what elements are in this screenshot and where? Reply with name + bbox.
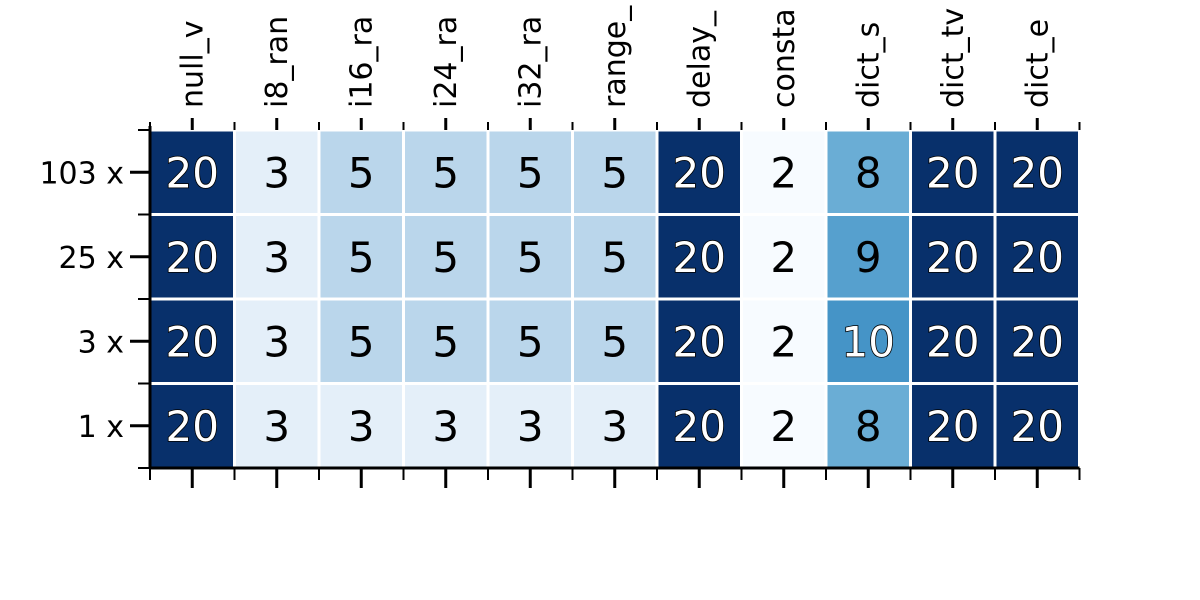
heatmap-cell	[993, 213, 1081, 301]
heatmap-cell	[148, 213, 236, 301]
heatmap-cell	[824, 297, 912, 385]
row-tick-label: 103 x	[39, 156, 124, 191]
cell-value-label: 2	[770, 402, 797, 451]
heatmap-axes	[130, 118, 1081, 488]
heatmap-cell	[148, 297, 236, 385]
cell-value-label: 3	[348, 402, 375, 451]
cell-value-label: 20	[166, 233, 219, 282]
heatmap-cells	[148, 128, 1081, 470]
heatmap-cell	[909, 128, 997, 216]
cell-value-label: 2	[770, 148, 797, 197]
heatmap-cell	[317, 213, 405, 301]
cell-value-label: 8	[855, 148, 882, 197]
cell-value-label: 5	[432, 148, 459, 197]
cell-value-label: 5	[432, 233, 459, 282]
column-tick-label: dict_e	[1020, 19, 1055, 108]
cell-value-label: 20	[673, 402, 726, 451]
cell-value-label: 5	[601, 317, 628, 366]
heatmap-cell	[740, 128, 828, 216]
cell-value-label: 3	[263, 402, 290, 451]
column-tick-label: dict_s	[851, 22, 886, 108]
cell-value-label: 2	[770, 317, 797, 366]
cell-value-label: 3	[263, 233, 290, 282]
cell-value-label: 5	[348, 148, 375, 197]
heatmap-cell	[402, 382, 490, 470]
cell-value-label: 5	[601, 233, 628, 282]
cell-value-label: 3	[601, 402, 628, 451]
cell-value-label: 20	[673, 148, 726, 197]
cell-value-label: 5	[348, 233, 375, 282]
row-tick-label: 3 x	[78, 325, 124, 360]
cell-value-label: 20	[166, 317, 219, 366]
column-tick-label: i32_ra	[513, 16, 548, 108]
cell-value-label: 8	[855, 402, 882, 451]
heatmap-cell	[909, 213, 997, 301]
heatmap-cell	[740, 213, 828, 301]
cell-value-label: 20	[1011, 402, 1064, 451]
heatmap-cell	[486, 297, 574, 385]
column-tick-label: range_	[598, 5, 633, 108]
cell-value-label: 20	[926, 317, 979, 366]
cell-value-label: 9	[855, 233, 882, 282]
cell-value-label: 20	[926, 148, 979, 197]
column-tick-label: i8_ran	[260, 16, 295, 108]
cell-value-label: 20	[166, 402, 219, 451]
cell-value-label: 20	[1011, 148, 1064, 197]
heatmap-cell	[993, 297, 1081, 385]
cell-value-label: 5	[517, 233, 544, 282]
cell-value-label: 20	[166, 148, 219, 197]
cell-value-label: 20	[1011, 317, 1064, 366]
heatmap-cell	[824, 382, 912, 470]
row-tick-label: 25 x	[59, 241, 124, 276]
cell-value-label: 2	[770, 233, 797, 282]
heatmap-cell	[571, 128, 659, 216]
heatmap-cell	[824, 213, 912, 301]
heatmap-cell	[317, 382, 405, 470]
cell-value-label: 10	[842, 317, 895, 366]
cell-value-label: 20	[673, 317, 726, 366]
cell-value-label: 3	[263, 148, 290, 197]
cell-value-label: 5	[348, 317, 375, 366]
column-tick-label: dict_tv	[936, 8, 971, 108]
cell-value-label: 5	[517, 317, 544, 366]
cell-value-label: 3	[517, 402, 544, 451]
cell-value-label: 20	[926, 233, 979, 282]
cell-value-label: 3	[432, 402, 459, 451]
heatmap-cell	[486, 213, 574, 301]
cell-value-label: 5	[601, 148, 628, 197]
cell-value-label: 20	[926, 402, 979, 451]
column-tick-label: consta	[767, 8, 802, 108]
heatmap-labels: 20 3 5 5 5 5 20 2 8 20 20 20 3 5 5 5 5 20 2 9 20 20 20 3 5 5 5 5 20 2…	[39, 5, 1064, 452]
column-tick-label: i16_ra	[344, 16, 379, 108]
cell-value-label: 20	[1011, 233, 1064, 282]
row-tick-label: 1 x	[78, 410, 124, 445]
cell-value-label: 5	[517, 148, 544, 197]
column-tick-label: i24_ra	[429, 16, 464, 108]
cell-value-label: 3	[263, 317, 290, 366]
cell-value-label: 5	[432, 317, 459, 366]
column-tick-label: delay_	[682, 10, 717, 108]
heatmap-cell	[655, 297, 743, 385]
heatmap-cell	[993, 128, 1081, 216]
heatmap-cell	[571, 213, 659, 301]
column-tick-label: null_v	[175, 21, 210, 108]
cell-value-label: 20	[673, 233, 726, 282]
